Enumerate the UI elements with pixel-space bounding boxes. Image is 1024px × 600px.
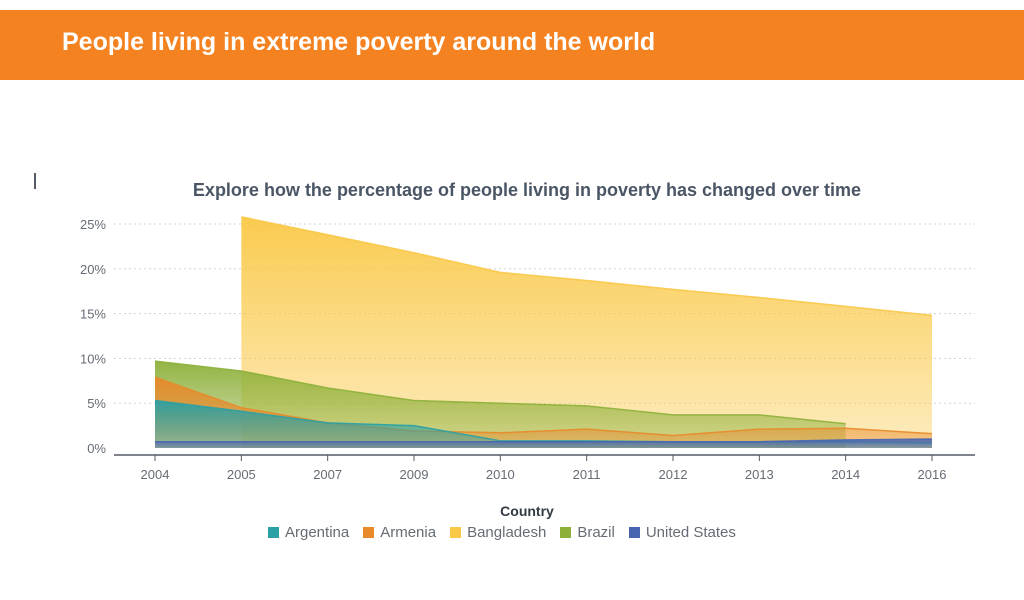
legend-item-argentina[interactable]: Argentina xyxy=(268,524,349,541)
line-armenia xyxy=(154,376,933,437)
x-tick-label: 2014 xyxy=(831,467,860,482)
y-tick-label: 10% xyxy=(80,351,106,366)
x-tick-label: 2010 xyxy=(486,467,515,482)
legend-swatch xyxy=(450,527,462,538)
area-argentina xyxy=(155,400,932,448)
x-tick-label: 2012 xyxy=(659,467,688,482)
legend-label: Armenia xyxy=(380,524,437,541)
y-tick-label: 5% xyxy=(87,396,106,411)
legend-swatch xyxy=(560,527,572,538)
legend-label: Bangladesh xyxy=(467,524,547,541)
legend-item-bangladesh[interactable]: Bangladesh xyxy=(450,524,546,541)
x-tick-label: 2004 xyxy=(141,467,170,482)
y-tick-label: 15% xyxy=(80,307,106,322)
legend-swatch xyxy=(628,527,640,538)
legend-item-united-states[interactable]: United States xyxy=(628,524,736,541)
legend-label: United States xyxy=(645,524,736,541)
legend-title: Country xyxy=(500,503,554,519)
area-bangladesh xyxy=(241,216,933,448)
area-united-states xyxy=(155,439,932,448)
chart-title: Explore how the percentage of people liv… xyxy=(193,180,861,200)
text-cursor-marker xyxy=(34,173,36,189)
line-bangladesh xyxy=(241,216,933,317)
series-areas xyxy=(154,216,933,448)
y-tick-label: 0% xyxy=(87,441,106,456)
y-tick-label: 25% xyxy=(80,217,106,232)
x-tick-label: 2009 xyxy=(400,467,429,482)
area-chart: Explore how the percentage of people liv… xyxy=(80,180,975,482)
line-brazil xyxy=(154,360,846,425)
x-tick-label: 2005 xyxy=(227,467,256,482)
legend-swatch xyxy=(363,527,375,538)
x-tick-label: 2007 xyxy=(313,467,342,482)
line-united-states xyxy=(155,438,933,443)
legend-label: Argentina xyxy=(285,524,350,541)
legend-label: Brazil xyxy=(577,524,615,541)
x-tick-label: 2011 xyxy=(573,467,601,482)
x-axis: 2004 2005 2007 2009 2010 2011 2012 2013 2014 2016 xyxy=(114,454,975,482)
legend-items: Argentina Armenia Bangladesh Brazil United S… xyxy=(268,524,750,542)
legend-item-brazil[interactable]: Brazil xyxy=(560,524,615,541)
x-tick-label: 2016 xyxy=(918,467,947,482)
legend-swatch xyxy=(268,527,279,538)
header-banner: People living in extreme poverty around … xyxy=(0,10,1024,80)
page-title: People living in extreme poverty around … xyxy=(62,28,656,56)
y-axis: 0% 5% 10% 15% 20% 25% xyxy=(80,217,106,456)
x-tick-label: 2013 xyxy=(745,467,774,482)
y-tick-label: 20% xyxy=(80,262,106,277)
legend-item-armenia[interactable]: Armenia xyxy=(363,524,436,541)
